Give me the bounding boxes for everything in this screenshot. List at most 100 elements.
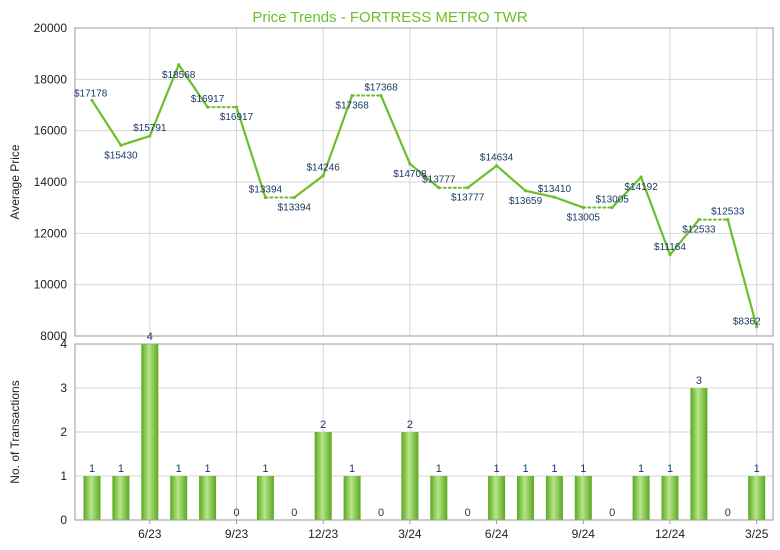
price-point [639, 175, 643, 179]
transaction-count-label: 1 [205, 463, 211, 475]
price-y-tick-label: 16000 [34, 124, 68, 138]
price-point [755, 325, 759, 329]
transaction-count-label: 1 [118, 463, 124, 475]
price-data-label: $17368 [364, 83, 398, 94]
transaction-count-label: 1 [522, 463, 528, 475]
price-point [408, 162, 412, 166]
transactions-y-tick-label: 1 [60, 469, 67, 483]
price-point [148, 134, 152, 138]
transaction-count-label: 1 [436, 463, 442, 475]
transaction-bar [690, 388, 708, 520]
price-line-segment [293, 174, 325, 199]
x-tick-label: 3/24 [398, 527, 422, 541]
transaction-count-label: 2 [320, 419, 326, 431]
transaction-bar [488, 476, 506, 520]
price-point [466, 186, 470, 190]
price-point [726, 218, 730, 222]
price-point [350, 93, 354, 98]
price-y-tick-labels: 20000 18000 16000 14000 12000 10000 8000 [34, 21, 68, 343]
price-data-label: $15430 [104, 150, 138, 161]
price-y-tick-label: 8000 [40, 329, 67, 343]
price-line-segment [466, 164, 498, 189]
transaction-bar [83, 476, 101, 520]
transaction-count-labels: 1 1 4 1 1 0 1 0 2 1 0 2 1 0 1 1 1 1 0 1 1 3 0 1 [89, 331, 760, 519]
transaction-count-label: 1 [494, 463, 500, 475]
transaction-bar [430, 476, 448, 520]
price-point [119, 143, 123, 147]
price-data-label: $8362 [733, 317, 761, 328]
price-y-axis-label: Average Price [8, 144, 22, 219]
price-point [292, 195, 296, 200]
transactions-y-tick-label: 0 [60, 513, 67, 527]
transaction-bar [661, 476, 679, 520]
transactions-y-tick-label: 4 [60, 337, 67, 351]
transactions-y-tick-label: 2 [60, 425, 67, 439]
price-line-segment [639, 175, 672, 256]
transaction-bar [112, 476, 130, 520]
price-y-tick-label: 12000 [34, 226, 68, 240]
price-line-segment [495, 164, 527, 192]
price-line-segment [177, 63, 209, 109]
price-point [610, 205, 614, 210]
x-tick-label: 9/24 [572, 527, 596, 541]
transactions-y-tick-labels: 4 3 2 1 0 [60, 337, 67, 527]
price-y-tick-label: 20000 [34, 21, 68, 35]
chart-title: Price Trends - FORTRESS METRO TWR [252, 9, 527, 26]
x-tick-label: 6/24 [485, 527, 509, 541]
price-data-label: $14246 [307, 163, 341, 174]
price-data-label: $17368 [335, 101, 369, 112]
price-data-label: $13777 [422, 175, 456, 186]
price-line-segment [611, 175, 643, 209]
price-line-segment [322, 94, 354, 177]
price-point [206, 105, 210, 109]
price-plot-frame [74, 27, 774, 337]
transaction-count-label: 0 [725, 507, 731, 519]
transactions-y-axis-label: No. of Transactions [8, 380, 22, 483]
transaction-bar [256, 476, 274, 520]
price-line-segment [553, 196, 585, 209]
transaction-bar [199, 476, 217, 520]
transaction-count-label: 1 [349, 463, 355, 475]
price-point [523, 189, 528, 193]
transaction-bar [632, 476, 650, 520]
price-y-tick-label: 14000 [34, 175, 68, 189]
price-line-segment [148, 63, 180, 138]
price-line-segment [408, 162, 440, 189]
price-point [495, 164, 499, 168]
x-tick-label: 9/23 [225, 527, 249, 541]
transaction-bar [748, 476, 766, 520]
price-point [697, 218, 701, 222]
price-point [321, 174, 325, 178]
price-data-label: $14192 [624, 182, 658, 193]
x-tick-label: 12/23 [308, 527, 338, 541]
transaction-bar [343, 476, 361, 520]
price-line-segment [235, 106, 267, 199]
price-y-tick-label: 18000 [34, 72, 68, 86]
price-point [552, 195, 557, 199]
price-data-label: $13394 [249, 185, 283, 196]
price-data-label: $15791 [133, 123, 167, 134]
price-line-segment [379, 94, 411, 165]
transaction-bar [314, 432, 332, 520]
transaction-count-label: 0 [378, 507, 384, 519]
price-gridlines [75, 27, 773, 337]
price-series-line [90, 63, 759, 329]
transactions-plot-frame [74, 343, 774, 521]
price-data-label: $13410 [538, 184, 572, 195]
price-data-label: $18568 [162, 70, 196, 81]
transaction-count-label: 4 [147, 331, 153, 343]
transaction-count-label: 1 [754, 463, 760, 475]
price-data-label: $13777 [451, 193, 485, 204]
transaction-count-label: 1 [262, 463, 268, 475]
transaction-count-label: 0 [233, 507, 239, 519]
transaction-bar [170, 476, 188, 520]
price-point [234, 105, 239, 109]
transaction-count-label: 3 [696, 375, 702, 387]
price-line-segment [119, 134, 151, 147]
transaction-count-label: 1 [580, 463, 586, 475]
price-data-label: $13659 [509, 196, 543, 207]
price-y-tick-label: 10000 [34, 278, 68, 292]
price-line-segment [524, 189, 556, 199]
transaction-count-label: 0 [609, 507, 615, 519]
